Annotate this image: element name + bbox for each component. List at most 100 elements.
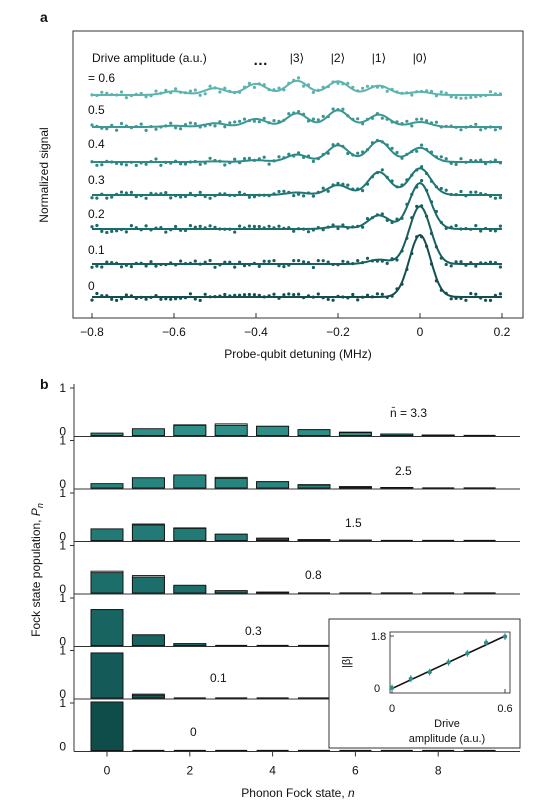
series-data-point (154, 226, 158, 230)
series-data-point (454, 296, 458, 300)
inset-data-point (389, 685, 395, 691)
series-data-point (351, 187, 355, 191)
series-data-point (95, 196, 99, 200)
series-data-point (238, 190, 242, 194)
series-data-point (341, 144, 345, 148)
series-data-point (193, 88, 197, 92)
series-data-point (454, 95, 458, 100)
series-data-point (464, 96, 468, 100)
series-data-point (498, 265, 502, 269)
series-data-point (474, 292, 478, 296)
panel-a-y-label: Normalized signal (37, 127, 51, 222)
series-data-point (380, 292, 384, 296)
series-data-point (346, 81, 350, 85)
series-data-point (228, 294, 232, 298)
series-data-point (336, 181, 340, 185)
series-data-point (262, 193, 266, 197)
inset-y-label: |β| (341, 656, 353, 668)
inset-data-point (483, 640, 489, 645)
series-data-point (252, 85, 256, 89)
measured-bar (173, 474, 207, 489)
series-data-point (174, 87, 178, 91)
series-data-point (223, 227, 227, 231)
measured-bar (338, 486, 372, 489)
series-data-point (302, 194, 306, 198)
series-data-point (459, 96, 463, 100)
series-data-point (174, 224, 178, 229)
series-data-point (439, 220, 443, 224)
series-data-point (282, 156, 286, 160)
series-data-point (454, 224, 458, 228)
series-data-point (420, 204, 424, 208)
measured-bar (173, 584, 207, 594)
series-data-point (297, 151, 301, 155)
series-data-point (247, 263, 251, 267)
series-data-point (287, 152, 291, 156)
series-data-point (415, 117, 419, 121)
series-data-point (144, 297, 148, 301)
series-data-point (129, 224, 133, 228)
series-data-point (218, 192, 222, 196)
series-data-point (297, 192, 301, 196)
series-data-point (326, 297, 330, 301)
series-data-point (306, 154, 311, 158)
series-data-point (321, 296, 325, 300)
series-data-point (218, 90, 222, 94)
series-data-point (247, 195, 251, 199)
series-data-point (454, 125, 458, 129)
series-data-point (159, 226, 163, 230)
series-data-point (267, 294, 271, 298)
series-data-point (110, 261, 114, 265)
series-data-point (361, 295, 365, 299)
x-tick-label: 8 (435, 764, 442, 778)
series-data-point (331, 262, 335, 267)
measured-bar (214, 477, 248, 489)
series-data-point (336, 226, 340, 231)
series-data-point (198, 125, 202, 129)
x-tick-label: 4 (269, 764, 276, 778)
series-data-point (425, 171, 429, 176)
series-data-point (375, 259, 379, 263)
series-data-point (297, 110, 301, 114)
series-data-point (228, 227, 232, 231)
series-data-point (282, 226, 286, 230)
series-label: 0 (88, 279, 95, 293)
series-data-point (306, 191, 311, 195)
series-data-point (154, 89, 158, 93)
series-data-point (124, 263, 128, 267)
series-fit-line (92, 167, 502, 196)
series-data-point (395, 217, 399, 221)
series-data-point (410, 216, 414, 220)
series-data-point (159, 125, 163, 129)
series-data-point (95, 291, 99, 296)
series-data-point (493, 158, 497, 162)
measured-bar (90, 652, 124, 699)
measured-bar (90, 432, 124, 436)
series-data-point (198, 93, 202, 97)
series-data-point (149, 94, 153, 98)
series-data-point (410, 150, 414, 154)
series-data-point (415, 185, 419, 189)
series-fit-line (92, 205, 502, 265)
series-data-point (420, 235, 424, 239)
measured-bar (256, 481, 290, 489)
series-data-point (370, 259, 374, 263)
series-data-point (139, 194, 143, 198)
series-data-point (257, 193, 261, 197)
series-data-point (149, 125, 153, 129)
series-data-point (370, 141, 374, 145)
series-data-point (262, 226, 266, 230)
series-data-point (390, 120, 394, 124)
series-data-point (488, 90, 493, 94)
series-data-point (356, 224, 360, 228)
series-data-point (429, 200, 434, 204)
x-tick-label: 0.2 (494, 325, 511, 339)
series-data-point (336, 263, 340, 267)
series-data-point (341, 295, 345, 299)
measured-bar (380, 433, 414, 436)
series-data-point (100, 90, 104, 94)
series-data-point (434, 155, 438, 159)
series-data-point (395, 120, 399, 124)
series-data-point (488, 194, 493, 198)
series-data-point (149, 295, 153, 299)
